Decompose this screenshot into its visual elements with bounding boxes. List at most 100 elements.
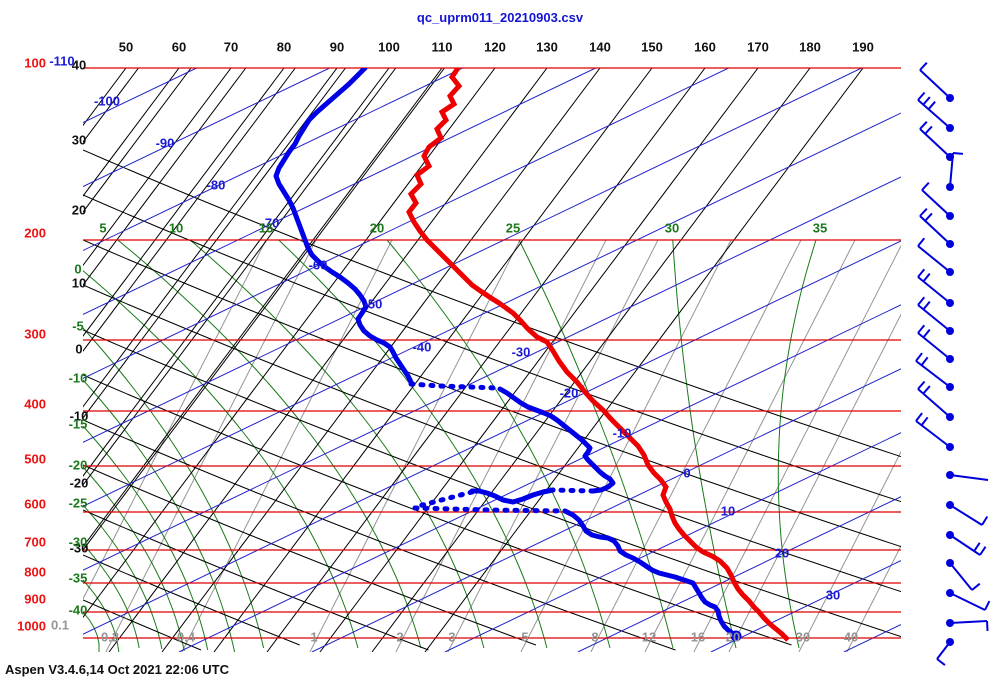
grid-label: 50	[119, 40, 133, 55]
grid-label: 160	[694, 40, 716, 55]
grid-label: -110	[49, 54, 74, 69]
grid-label: 120	[484, 40, 506, 55]
wind-barb	[915, 352, 954, 391]
grid-label: -40	[413, 340, 432, 355]
isobar-lines	[83, 67, 901, 639]
grid-label: 20	[72, 203, 86, 218]
wind-barb	[946, 531, 987, 556]
grid-label: 150	[641, 40, 663, 55]
wind-barb	[921, 181, 954, 220]
wind-barb	[917, 91, 954, 132]
grid-label: -30	[70, 541, 89, 556]
grid-label: -20	[70, 476, 89, 491]
temperature-trace	[406, 68, 790, 642]
grid-label: -70	[261, 216, 280, 231]
dewpoint-trace-dotted	[550, 487, 596, 494]
wind-barb	[946, 152, 964, 191]
grid-label: 10	[169, 221, 183, 236]
dewpoint-trace-dotted	[408, 381, 500, 391]
wind-barb	[917, 268, 954, 307]
grid-label: -80	[207, 178, 226, 193]
wind-barb	[917, 237, 954, 276]
grid-label: -20	[69, 458, 88, 473]
grid-label: 190	[852, 40, 874, 55]
wind-barb-column	[915, 62, 991, 666]
grid-label: 5	[521, 630, 528, 645]
grid-label: -90	[156, 136, 175, 151]
wind-barb	[917, 380, 954, 421]
grid-label: 800	[24, 565, 46, 580]
grid-label: -100	[94, 94, 120, 109]
grid-label: 35	[813, 221, 827, 236]
wind-barb	[919, 62, 954, 102]
grid-label: -10	[70, 409, 89, 424]
grid-label: 0	[75, 342, 82, 357]
sounding-file-title: qc_uprm011_20210903.csv	[416, 10, 584, 25]
dewpoint-trace-solid	[562, 508, 739, 639]
wind-barb	[946, 559, 981, 591]
grid-label: 10	[72, 276, 86, 291]
grid-label: 20	[775, 546, 789, 561]
grid-label: 5	[99, 221, 106, 236]
grid-label: 70	[224, 40, 238, 55]
grid-label: -30	[69, 535, 88, 550]
grid-label: 140	[589, 40, 611, 55]
wind-barb	[915, 412, 954, 451]
grid-label: 1000	[17, 619, 46, 634]
dewpoint-trace-solid	[469, 487, 556, 505]
dewpoint-trace-dotted	[412, 505, 568, 514]
dewpoint-trace-solid	[273, 68, 414, 385]
grid-label: 170	[747, 40, 769, 55]
grid-label: 30	[826, 588, 840, 603]
grid-label: 0	[683, 466, 690, 481]
grid-label: 180	[799, 40, 821, 55]
grid-label: 25	[506, 221, 520, 236]
grid-label: 15	[259, 221, 273, 236]
grid-label: -25	[69, 496, 88, 511]
grid-label: 0.4	[177, 630, 196, 645]
grid-label: -30	[512, 345, 531, 360]
grid-label: 500	[24, 452, 46, 467]
grid-label: 30	[72, 133, 86, 148]
grid-label: 8	[591, 630, 598, 645]
grid-label: -40	[69, 603, 88, 618]
grid-label: 80	[277, 40, 291, 55]
grid-label: 200	[24, 226, 46, 241]
grid-label: -10	[69, 371, 88, 386]
grid-label: 12	[642, 630, 656, 645]
grid-label: 3	[448, 630, 455, 645]
grid-label: 0	[74, 262, 81, 277]
wind-barb	[917, 296, 954, 335]
wind-barb	[946, 471, 989, 481]
grid-label: -20	[560, 386, 579, 401]
wind-barb	[919, 208, 954, 248]
grid-label: 100	[24, 56, 46, 71]
grid-label: 2	[396, 630, 403, 645]
grid-label: 0.2	[101, 630, 119, 645]
grid-label: 16	[691, 630, 705, 645]
wind-barb	[946, 589, 991, 611]
grid-label: -35	[69, 571, 88, 586]
wind-barb	[946, 501, 989, 526]
dewpoint-trace-solid	[497, 386, 616, 494]
wind-barb	[946, 619, 989, 632]
dewpoint-trace-dotted	[412, 489, 475, 510]
axis-labels: 1002003004005006007008009001000-110-100-…	[17, 40, 874, 645]
grid-label: -10	[613, 426, 632, 441]
grid-label: 110	[432, 40, 453, 55]
grid-label: -60	[309, 258, 328, 273]
grid-label: 40	[72, 58, 86, 73]
grid-lines	[83, 68, 901, 652]
sounding-traces	[273, 68, 790, 642]
wind-barb	[917, 324, 954, 363]
grid-label: 600	[24, 497, 46, 512]
grid-label: 900	[24, 592, 46, 607]
grid-label: 60	[172, 40, 186, 55]
grid-label: 40	[844, 630, 858, 645]
grid-label: 300	[24, 327, 46, 342]
grid-label: 700	[24, 535, 46, 550]
surface-dewpoint-dot	[730, 630, 742, 642]
wind-barb	[936, 638, 954, 666]
